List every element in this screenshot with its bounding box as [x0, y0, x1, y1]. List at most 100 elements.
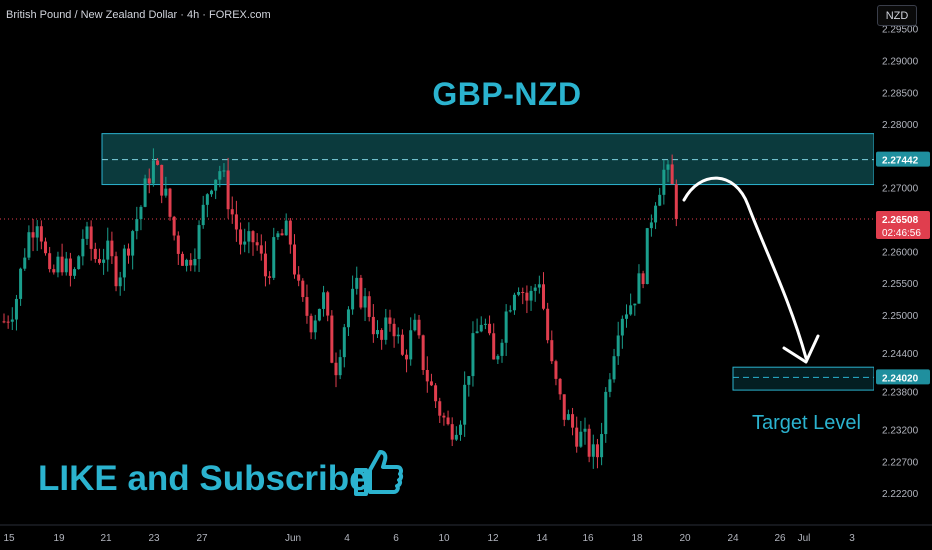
candle — [421, 334, 425, 375]
candle — [508, 305, 512, 313]
time-tick-label: 27 — [196, 533, 208, 544]
candle — [346, 306, 350, 337]
candle — [475, 318, 479, 334]
candle — [176, 231, 180, 265]
time-tick-label: 15 — [3, 533, 15, 544]
candle — [454, 426, 458, 442]
candle — [434, 383, 438, 408]
time-axis[interactable]: 15 19 21 23 27 Jun 4 6 10 12 14 16 18 20 24 26 Jul 3 — [0, 524, 932, 544]
candle — [400, 329, 404, 356]
candle — [297, 266, 301, 287]
candle — [205, 193, 209, 218]
candle — [10, 307, 14, 330]
symbol-title: British Pound / New Zealand Dollar · 4h … — [6, 9, 271, 21]
candle — [654, 202, 658, 230]
candle — [19, 267, 23, 306]
candle — [210, 189, 213, 197]
time-tick-label: 12 — [487, 533, 499, 544]
candle — [114, 251, 118, 292]
candle — [492, 323, 496, 360]
candle — [239, 222, 243, 255]
candle — [160, 164, 164, 204]
candle — [542, 272, 545, 311]
candle — [122, 244, 126, 291]
candle — [371, 304, 375, 343]
time-tick-label: 20 — [679, 533, 691, 544]
candle — [147, 168, 151, 194]
like-subscribe-text: LIKE and Subscribe — [38, 459, 369, 498]
candle — [185, 258, 189, 272]
candle — [6, 315, 10, 329]
candle — [255, 233, 259, 251]
candle — [463, 371, 467, 437]
candle — [641, 270, 645, 289]
projection-arrow — [682, 176, 808, 360]
candle — [97, 248, 101, 265]
time-tick-label: 18 — [631, 533, 643, 544]
candle — [243, 228, 247, 253]
candle — [388, 309, 392, 332]
candle — [77, 255, 81, 270]
candle — [459, 420, 462, 441]
time-tick-label: 14 — [536, 533, 548, 544]
candles-layer — [2, 148, 678, 469]
candle — [272, 227, 276, 281]
candle — [180, 251, 184, 266]
candle — [68, 252, 72, 287]
candle — [85, 221, 89, 246]
candle — [201, 195, 205, 229]
arrow-head-icon — [782, 334, 820, 364]
candle — [156, 158, 160, 166]
price-tick-label: 2.27000 — [882, 184, 919, 195]
candle — [230, 196, 234, 224]
price-tick-label: 2.25500 — [882, 279, 919, 290]
candle — [442, 412, 446, 426]
candle — [139, 205, 143, 231]
target-level-label: Target Level — [752, 412, 861, 434]
candle — [326, 290, 330, 322]
candle — [330, 310, 334, 364]
candle — [259, 234, 263, 261]
candle — [334, 352, 338, 388]
time-tick-label: 6 — [393, 533, 399, 544]
candle — [425, 356, 429, 393]
candle — [280, 228, 284, 236]
candle — [214, 179, 218, 200]
candle — [629, 293, 633, 316]
candle — [637, 264, 641, 304]
candle — [666, 160, 670, 183]
candle — [293, 234, 296, 279]
pair-title: GBP-NZD — [432, 76, 582, 112]
price-tick-label: 2.25000 — [882, 311, 919, 322]
price-axis[interactable]: 2.29500 2.29000 2.28500 2.28000 2.27000 2.260… — [874, 0, 932, 525]
resistance-zone — [101, 133, 875, 186]
candle — [512, 292, 516, 315]
candle — [351, 275, 355, 315]
candle — [27, 225, 31, 261]
candle — [600, 422, 604, 466]
price-tick-label: 2.22200 — [882, 489, 919, 500]
candle — [384, 308, 388, 345]
currency-selector-button[interactable]: NZD — [877, 5, 917, 26]
candle — [338, 349, 342, 380]
candle — [60, 243, 64, 276]
time-tick-label: 4 — [344, 533, 350, 544]
candle — [197, 220, 201, 273]
candle — [612, 348, 616, 383]
candle — [73, 267, 77, 279]
candle — [488, 315, 492, 336]
candle — [471, 321, 475, 387]
price-tick-label: 2.28000 — [882, 120, 919, 131]
candle — [558, 377, 562, 400]
candle — [367, 291, 371, 322]
candle — [562, 394, 566, 427]
candle — [52, 264, 56, 275]
candle — [467, 376, 471, 397]
current-price-label-countdown: 02:46:56 — [882, 228, 921, 239]
candle — [56, 251, 60, 278]
candle — [429, 373, 433, 387]
candle — [438, 397, 442, 423]
candle — [48, 246, 52, 273]
candle — [172, 215, 176, 241]
